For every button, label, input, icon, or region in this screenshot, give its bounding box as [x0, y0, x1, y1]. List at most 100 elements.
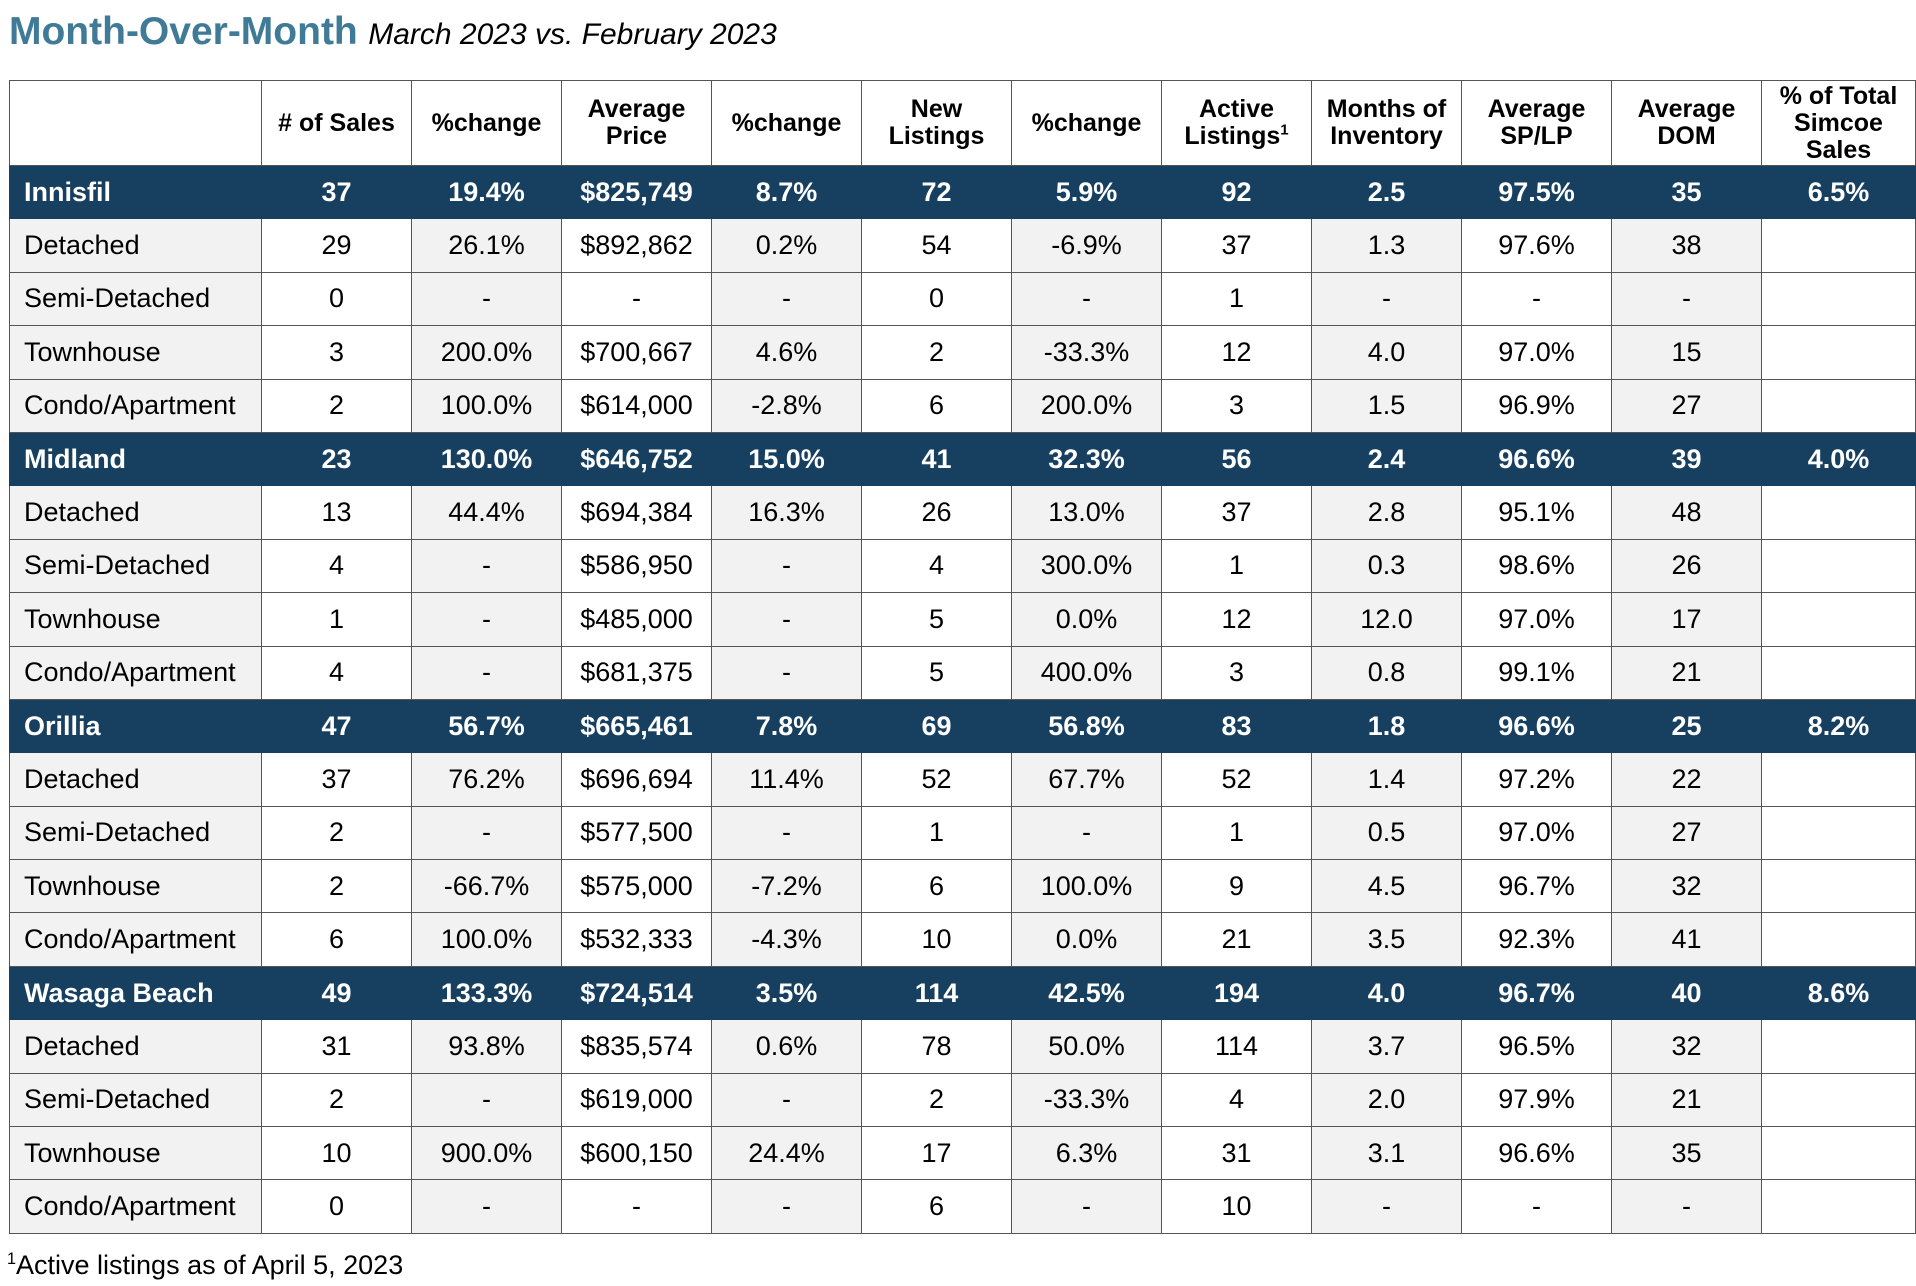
row-label: Detached	[9, 218, 262, 273]
table-cell: 4	[861, 538, 1012, 594]
table-cell: 52	[861, 752, 1012, 807]
table-cell: 6	[261, 912, 412, 967]
table-cell: -	[1611, 271, 1762, 327]
table-cell: 96.7%	[1461, 859, 1612, 914]
table-cell: 2.0	[1311, 1072, 1462, 1128]
table-row: Townhouse 2 -66.7% $575,000 -7.2% 6 100.0% 9 4.5…	[9, 859, 1916, 914]
row-label: Townhouse	[9, 325, 262, 380]
table-cell: 3.7	[1311, 1019, 1462, 1074]
table-cell: 96.6%	[1461, 1126, 1612, 1181]
table-cell	[1761, 325, 1916, 380]
row-label: Midland	[9, 431, 262, 487]
table-cell: -	[411, 1072, 562, 1128]
report-subtitle: March 2023 vs. February 2023	[368, 18, 777, 51]
month-over-month-table: # of Sales %change Average Price %change New…	[9, 80, 1916, 1234]
table-cell: 7.8%	[711, 698, 862, 754]
table-cell: -	[411, 538, 562, 594]
table-cell: 92.3%	[1461, 912, 1612, 967]
table-cell: -6.9%	[1011, 218, 1162, 273]
column-header-footnote-marker: 1	[1280, 121, 1289, 139]
table-cell: $696,694	[561, 752, 712, 807]
table-cell: 56.8%	[1011, 698, 1162, 754]
table-cell: 97.5%	[1461, 164, 1612, 220]
table-cell: 31	[261, 1019, 412, 1074]
table-row: Semi-Detached 2- $619,000-2 -33.3% 4 2.0 97.9%…	[9, 1072, 1916, 1128]
table-cell: -66.7%	[411, 859, 562, 914]
table-cell: 900.0%	[411, 1126, 562, 1181]
table-cell: 12	[1161, 325, 1312, 380]
table-cell: 2	[261, 378, 412, 433]
table-cell: 1	[861, 805, 1012, 861]
column-header: Average Price	[561, 80, 712, 166]
table-cell: 31	[1161, 1126, 1312, 1181]
table-cell	[1761, 378, 1916, 433]
column-header-label: # of Sales	[278, 108, 395, 137]
table-cell: 0.6%	[711, 1019, 862, 1074]
table-cell	[1761, 752, 1916, 807]
table-cell: -	[1611, 1179, 1762, 1234]
table-cell: 5.9%	[1011, 164, 1162, 220]
table-cell: 300.0%	[1011, 538, 1162, 594]
table-cell: 37	[1161, 485, 1312, 540]
table-cell: 3	[261, 325, 412, 380]
table-cell: 133.3%	[411, 965, 562, 1021]
table-cell: 130.0%	[411, 431, 562, 487]
table-row: Townhouse 3 200.0% $700,667 4.6% 2 -33.3% 12 4.0…	[9, 325, 1916, 380]
table-cell: 54	[861, 218, 1012, 273]
row-label: Semi-Detached	[9, 538, 262, 594]
table-row: Detached 13 44.4% $694,384 16.3% 26 13.0% 37 2.8…	[9, 485, 1916, 540]
region-row: Wasaga Beach 49 133.3% $724,514 3.5% 114 42.5%…	[9, 965, 1916, 1021]
table-cell: 114	[861, 965, 1012, 1021]
table-body: Innisfil 37 19.4% $825,749 8.7% 72 5.9% 92 2.5 97…	[9, 164, 1916, 1234]
table-cell: 56.7%	[411, 698, 562, 754]
table-cell	[1761, 805, 1916, 861]
table-cell: 8.7%	[711, 164, 862, 220]
table-cell: 13	[261, 485, 412, 540]
table-cell: 5	[861, 592, 1012, 647]
row-label: Semi-Detached	[9, 805, 262, 861]
column-header: New Listings	[861, 80, 1012, 166]
table-row: Detached 37 76.2% $696,694 11.4% 52 67.7% 52 1.4…	[9, 752, 1916, 807]
table-cell: 0	[861, 271, 1012, 327]
row-label: Condo/Apartment	[9, 378, 262, 433]
column-header-label: %change	[731, 108, 842, 137]
table-cell: $600,150	[561, 1126, 712, 1181]
table-cell: 22	[1611, 752, 1762, 807]
row-label: Wasaga Beach	[9, 965, 262, 1021]
table-cell: 83	[1161, 698, 1312, 754]
table-cell: 0.5	[1311, 805, 1462, 861]
table-row: Townhouse 1- $485,000-5 0.0% 12 12.0 97.0% 17	[9, 592, 1916, 647]
table-cell: 2.5	[1311, 164, 1462, 220]
table-cell: 41	[1611, 912, 1762, 967]
row-label: Orillia	[9, 698, 262, 754]
table-cell: 47	[261, 698, 412, 754]
table-cell: 26.1%	[411, 218, 562, 273]
table-cell: 96.9%	[1461, 378, 1612, 433]
table-cell	[1761, 1126, 1916, 1181]
table-cell: -33.3%	[1011, 325, 1162, 380]
column-header-label: Average SP/LP	[1487, 95, 1586, 150]
table-cell: 27	[1611, 805, 1762, 861]
table-cell: 200.0%	[1011, 378, 1162, 433]
table-cell: -	[711, 538, 862, 594]
row-label: Detached	[9, 752, 262, 807]
row-label: Condo/Apartment	[9, 1179, 262, 1234]
table-cell: 0.0%	[1011, 592, 1162, 647]
table-cell: 98.6%	[1461, 538, 1612, 594]
column-header-label: %change	[431, 108, 542, 137]
table-row: Semi-Detached 2- $577,500-1-1 0.5 97.0% 27	[9, 805, 1916, 861]
report-heading: Month-Over-Month March 2023 vs. February…	[9, 10, 777, 54]
table-cell: -	[711, 1072, 862, 1128]
table-cell: 4.0	[1311, 965, 1462, 1021]
table-cell: 11.4%	[711, 752, 862, 807]
table-cell: 16.3%	[711, 485, 862, 540]
table-cell: 12	[1161, 592, 1312, 647]
table-cell: 4.6%	[711, 325, 862, 380]
row-label: Condo/Apartment	[9, 912, 262, 967]
table-cell: 26	[861, 485, 1012, 540]
table-cell	[1761, 1179, 1916, 1234]
footnote-text: Active listings as of April 5, 2023	[16, 1250, 404, 1280]
row-label: Detached	[9, 485, 262, 540]
table-cell	[1761, 592, 1916, 647]
